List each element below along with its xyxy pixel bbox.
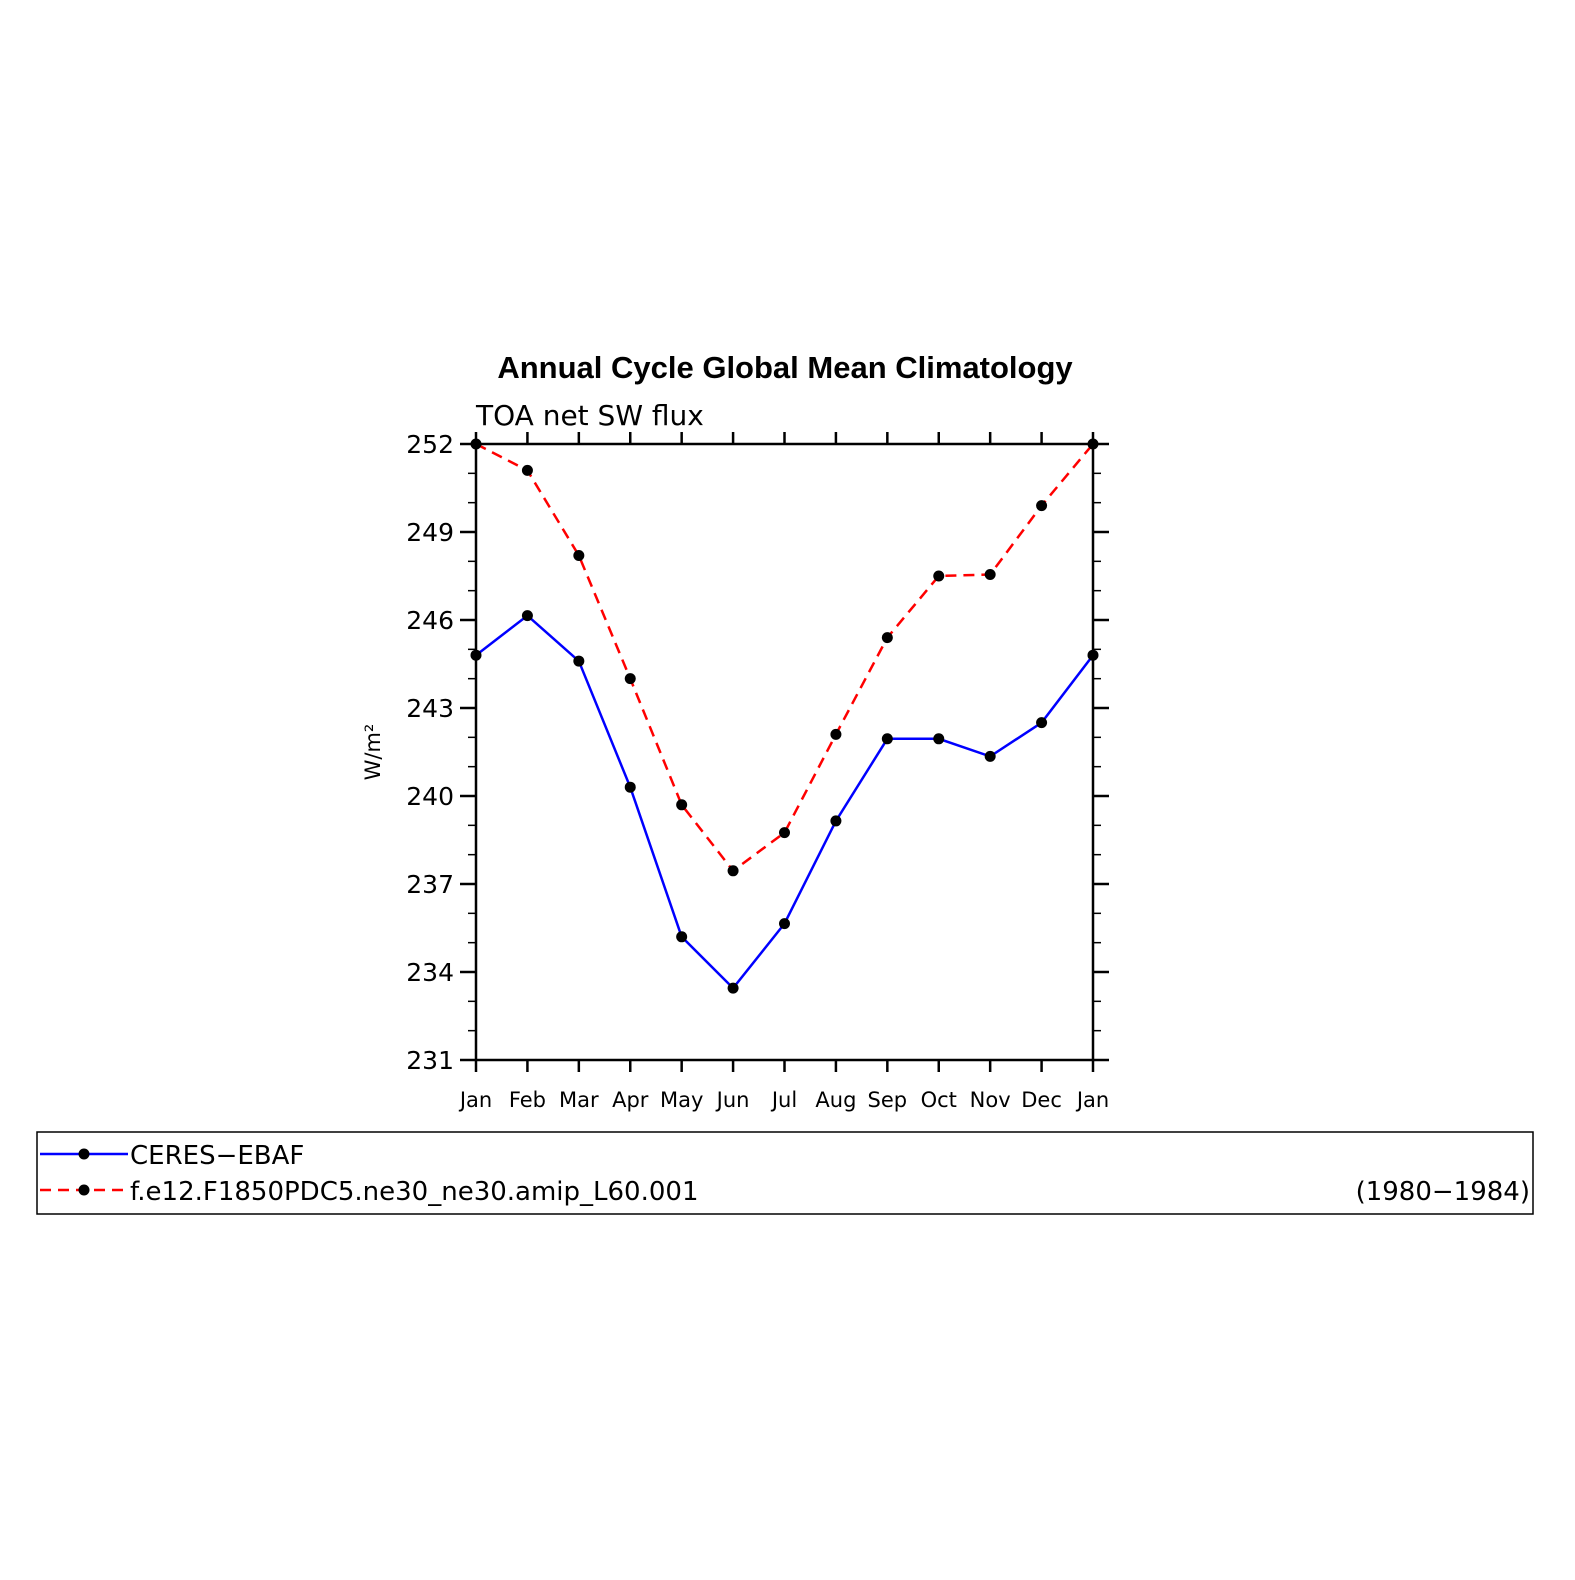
legend-label: CERES−EBAF bbox=[130, 1141, 304, 1171]
y-tick-label: 240 bbox=[406, 782, 454, 811]
tick-labels: Jan Feb Mar Apr May Jun Jul Aug Sep Oct Nov Dec Jan2… bbox=[406, 430, 1109, 1112]
x-tick-label: Feb bbox=[509, 1088, 546, 1112]
plot-frame bbox=[474, 442, 1095, 1062]
x-tick-label: Dec bbox=[1021, 1088, 1062, 1112]
data-point bbox=[573, 655, 585, 667]
data-point bbox=[881, 632, 893, 644]
x-tick-label: Aug bbox=[815, 1088, 856, 1112]
data-point bbox=[521, 610, 533, 622]
data-point bbox=[1036, 717, 1048, 729]
series-group bbox=[470, 438, 1099, 994]
x-tick-label: Jun bbox=[715, 1088, 750, 1112]
legend-box bbox=[36, 1131, 1534, 1215]
x-tick-label: May bbox=[660, 1088, 703, 1112]
legend-period-note: (1980−1984) bbox=[1356, 1177, 1530, 1207]
chart-title: Annual Cycle Global Mean Climatology bbox=[497, 350, 1073, 385]
data-point bbox=[933, 570, 945, 582]
y-axis-label: W/m² bbox=[361, 724, 385, 781]
chart-subtitle: TOA net SW flux bbox=[475, 399, 704, 432]
data-point bbox=[984, 569, 996, 581]
series-line bbox=[475, 613, 1094, 991]
data-point bbox=[573, 549, 585, 561]
data-point bbox=[830, 815, 842, 827]
legend: CERES−EBAF f.e12.F1850PDC5.ne30_ne30.amip… bbox=[36, 1131, 1534, 1215]
x-tick-label: Jul bbox=[770, 1088, 797, 1112]
data-point bbox=[624, 673, 636, 685]
series-line bbox=[475, 442, 1094, 873]
y-tick-label: 243 bbox=[406, 694, 454, 723]
y-tick-label: 231 bbox=[406, 1046, 454, 1075]
data-point bbox=[984, 750, 996, 762]
y-tick-label: 234 bbox=[406, 958, 454, 987]
data-point bbox=[779, 918, 790, 930]
data-point bbox=[521, 464, 533, 476]
data-point bbox=[1036, 500, 1048, 512]
data-point bbox=[933, 733, 945, 745]
data-point bbox=[676, 931, 688, 943]
x-tick-label: Sep bbox=[868, 1088, 908, 1112]
legend-marker bbox=[78, 1184, 90, 1196]
x-tick-label: Nov bbox=[970, 1088, 1011, 1112]
data-point bbox=[881, 733, 893, 745]
data-point bbox=[727, 982, 739, 994]
data-point bbox=[830, 728, 842, 740]
y-tick-label: 252 bbox=[406, 430, 454, 459]
y-tick-label: 246 bbox=[406, 606, 454, 635]
legend-marker bbox=[78, 1148, 90, 1160]
legend-entries: CERES−EBAF f.e12.F1850PDC5.ne30_ne30.amip… bbox=[40, 1141, 698, 1207]
data-point bbox=[779, 827, 790, 839]
data-point bbox=[624, 781, 636, 793]
x-tick-label: Mar bbox=[559, 1088, 599, 1112]
y-tick-label: 237 bbox=[406, 870, 454, 899]
y-tick-label: 249 bbox=[406, 518, 454, 547]
legend-label: f.e12.F1850PDC5.ne30_ne30.amip_L60.001 bbox=[130, 1177, 698, 1207]
x-tick-label: Apr bbox=[612, 1088, 649, 1112]
data-point bbox=[727, 865, 739, 877]
x-tick-label: Jan bbox=[458, 1088, 492, 1112]
x-tick-label: Jan bbox=[1075, 1088, 1109, 1112]
data-point bbox=[676, 799, 688, 811]
x-tick-label: Oct bbox=[921, 1088, 957, 1112]
axis-ticks bbox=[460, 432, 1109, 1072]
